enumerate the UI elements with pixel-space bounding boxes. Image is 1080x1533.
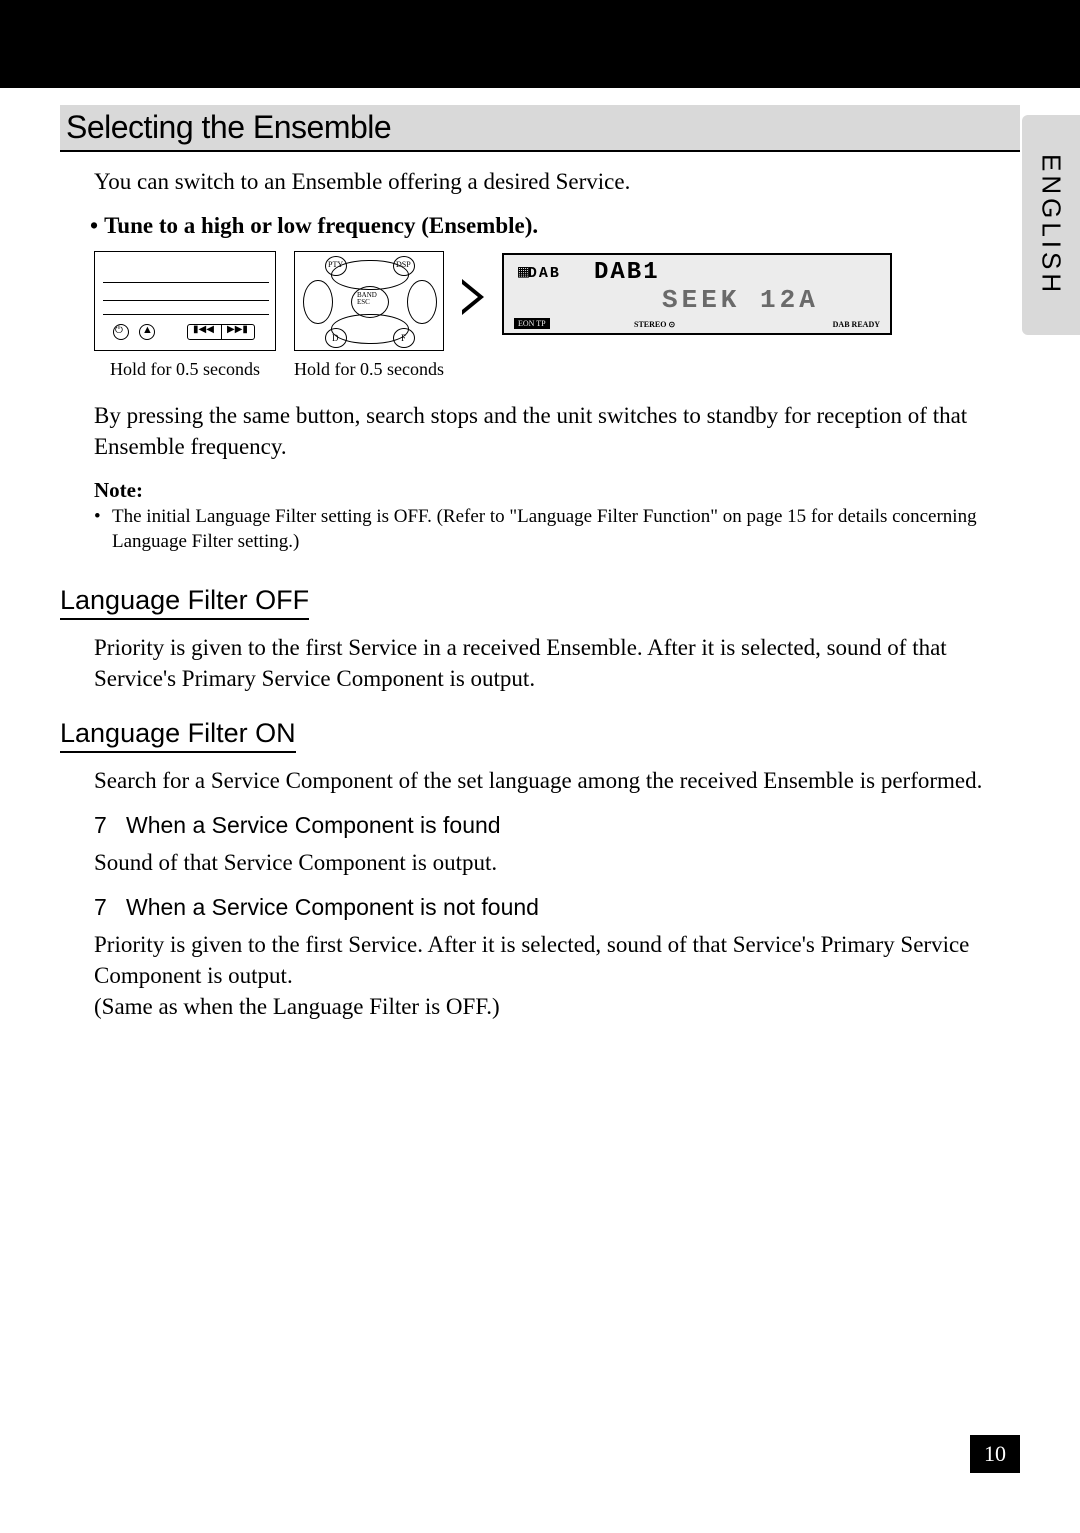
page-content: Selecting the Ensemble You can switch to… xyxy=(60,105,1020,1038)
note-label: Note: xyxy=(94,478,1020,503)
language-tab: ENGLISH xyxy=(1022,115,1080,335)
notfound-body1: Priority is given to the first Service. … xyxy=(94,929,994,991)
lang-on-body: Search for a Service Component of the se… xyxy=(94,765,994,796)
notfound-title: When a Service Component is not found xyxy=(126,894,539,921)
control-pad-diagram: PTY DSP BANDESC D F xyxy=(294,251,444,351)
lang-off-body: Priority is given to the first Service i… xyxy=(94,632,994,694)
section-heading-bar: Selecting the Ensemble xyxy=(60,105,1020,152)
d-label: D xyxy=(332,333,339,343)
instruction-bullet: •Tune to a high or low frequency (Ensemb… xyxy=(90,213,1020,239)
found-body: Sound of that Service Component is outpu… xyxy=(94,847,1020,878)
page-number: 10 xyxy=(970,1435,1020,1473)
diagram-row: ⏻ ▲ ▮◀◀ ▶▶▮ PTY DSP BANDESC D F ▦DAB xyxy=(94,251,1020,351)
caption-1: Hold for 0.5 seconds xyxy=(94,359,276,380)
diagram-captions: Hold for 0.5 seconds Hold for 0.5 second… xyxy=(94,359,1020,380)
bullet-icon: • xyxy=(90,213,98,238)
language-tab-label: ENGLISH xyxy=(1036,154,1067,296)
front-panel-diagram: ⏻ ▲ ▮◀◀ ▶▶▮ xyxy=(94,251,276,351)
lcd-display-diagram: ▦DAB DAB1 SEEK 12A EON TP STEREO ⊙ DAB R… xyxy=(502,253,892,335)
notfound-num: 7 xyxy=(94,894,112,921)
notfound-heading-row: 7 When a Service Component is not found xyxy=(94,894,1020,921)
lcd-main: SEEK 12A xyxy=(662,285,819,315)
f-label: F xyxy=(401,333,406,343)
found-heading-row: 7 When a Service Component is found xyxy=(94,812,1020,839)
intro-paragraph: You can switch to an Ensemble offering a… xyxy=(94,166,1020,197)
dsp-label: DSP xyxy=(396,260,411,269)
found-title: When a Service Component is found xyxy=(126,812,501,839)
arrow-icon xyxy=(462,279,484,315)
notfound-body: Priority is given to the first Service. … xyxy=(94,929,994,1022)
lcd-band: DAB1 xyxy=(594,259,660,286)
lang-off-heading: Language Filter OFF xyxy=(60,585,309,620)
lcd-indicator-stereo: STEREO ⊙ xyxy=(634,320,675,329)
after-diagram-paragraph: By pressing the same button, search stop… xyxy=(94,400,1014,462)
caption-2: Hold for 0.5 seconds xyxy=(294,359,444,380)
pty-label: PTY xyxy=(328,260,343,269)
lang-on-heading: Language Filter ON xyxy=(60,718,296,753)
band-esc-label: BANDESC xyxy=(357,292,377,306)
note-item: • The initial Language Filter setting is… xyxy=(94,505,1020,554)
found-num: 7 xyxy=(94,812,112,839)
notfound-body2: (Same as when the Language Filter is OFF… xyxy=(94,991,994,1022)
lcd-indicator-dab: DAB READY xyxy=(833,320,880,329)
section-heading: Selecting the Ensemble xyxy=(66,109,1020,150)
lcd-indicator-eon: EON TP xyxy=(514,318,550,329)
instruction-text: Tune to a high or low frequency (Ensembl… xyxy=(104,213,538,238)
note-text: The initial Language Filter setting is O… xyxy=(112,505,992,554)
